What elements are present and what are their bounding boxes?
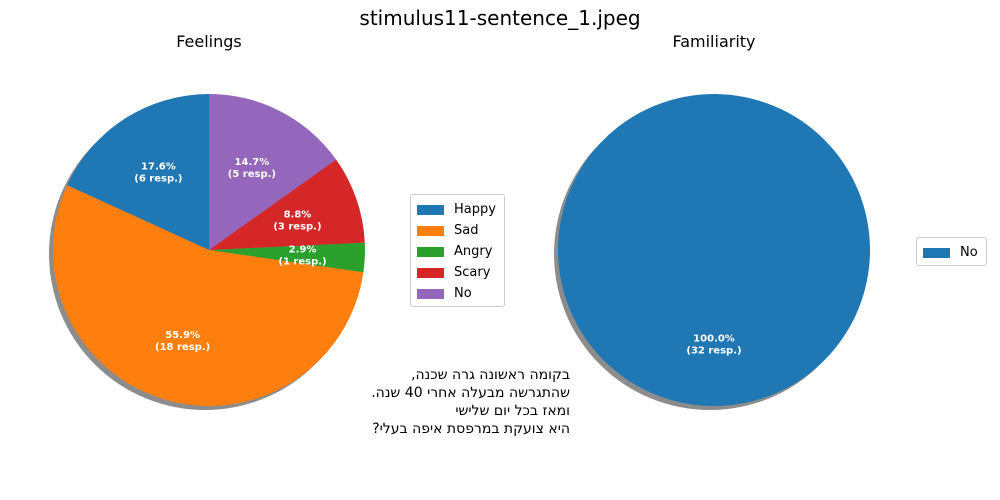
legend-label: Angry (454, 244, 493, 259)
pie-slice-happy (67, 94, 209, 250)
slice-percent-label: 14.7% (235, 157, 270, 168)
pie-slice-no (209, 94, 337, 250)
legend-item-no: No (923, 242, 978, 263)
slice-percent-label: 55.9% (165, 330, 200, 341)
legend-label: Happy (454, 202, 496, 217)
pie-slice-angry (209, 242, 365, 273)
pie-slice-scary (209, 159, 365, 250)
pie-slice-no (558, 94, 870, 406)
legend-swatch (417, 225, 444, 236)
feelings-chart-title: Feelings (176, 32, 242, 51)
legend-item-no: No (417, 283, 496, 304)
familiarity-legend: No (916, 237, 987, 266)
legend-label: Sad (454, 223, 479, 238)
legend-swatch (417, 204, 444, 215)
stimulus-line: בקומה ראשונה גרה שכנה, (411, 367, 570, 383)
legend-swatch (923, 247, 950, 258)
slice-count-label: (5 resp.) (228, 169, 276, 180)
stimulus-line: ומאז בכל יום שלישי (455, 403, 570, 419)
stimulus-line: שהתגרשה מבעלה אחרי 40 שנה. (371, 385, 570, 401)
slice-percent-label: 8.8% (284, 209, 312, 220)
feelings-legend: Happy Sad Angry Scary No (410, 194, 505, 307)
legend-swatch (417, 267, 444, 278)
slice-percent-label: 17.6% (141, 161, 176, 172)
slice-count-label: (1 resp.) (278, 256, 326, 267)
pie-shadow (554, 98, 866, 410)
legend-item-scary: Scary (417, 262, 496, 283)
pie-slice-sad (53, 185, 364, 406)
pie-shadow (49, 98, 361, 410)
slice-count-label: (3 resp.) (273, 221, 321, 232)
legend-item-sad: Sad (417, 220, 496, 241)
familiarity-chart-title: Familiarity (672, 32, 756, 51)
slice-count-label: (32 resp.) (686, 346, 741, 357)
legend-swatch (417, 288, 444, 299)
figure-title: stimulus11-sentence_1.jpeg (359, 6, 641, 30)
legend-swatch (417, 246, 444, 257)
slice-percent-label: 100.0% (693, 334, 735, 345)
legend-item-happy: Happy (417, 199, 496, 220)
legend-label: Scary (454, 265, 491, 280)
stimulus-sentence: בקומה ראשונה גרה שכנה, שהתגרשה מבעלה אחר… (370, 366, 570, 438)
legend-item-angry: Angry (417, 241, 496, 262)
stimulus-line: היא צועקת במרפסת איפה בעלי? (372, 421, 570, 437)
slice-count-label: (18 resp.) (155, 342, 210, 353)
legend-label: No (960, 245, 978, 260)
slice-percent-label: 2.9% (289, 244, 317, 255)
legend-label: No (454, 286, 472, 301)
slice-count-label: (6 resp.) (134, 173, 182, 184)
